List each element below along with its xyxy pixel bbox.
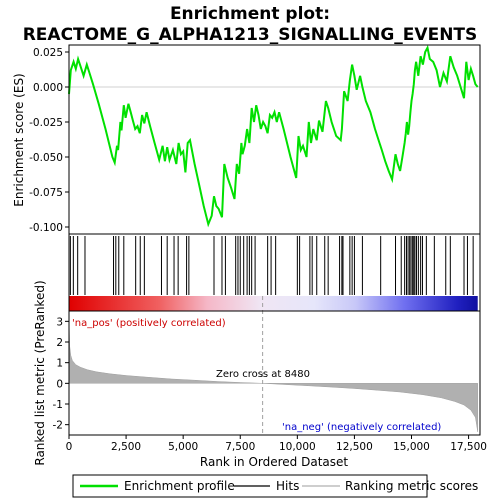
es-y-axis: 0.025 0.000 -0.025 -0.050 -0.075 -0.100 <box>29 47 69 234</box>
metric-y-tick-label: 3 <box>56 316 63 328</box>
es-y-tick-label: -0.100 <box>29 222 63 234</box>
es-y-tick-label: -0.025 <box>29 117 63 129</box>
metric-x-tick-label: 12,500 <box>336 441 373 453</box>
legend-enrichment-label: Enrichment profile <box>124 479 235 493</box>
es-y-axis-label: Enrichment score (ES) <box>12 73 26 206</box>
metric-y-tick-label: 1 <box>56 358 63 370</box>
metric-y-axis-label: Ranked list metric (PreRanked) <box>33 280 47 465</box>
metric-x-tick-label: 15,000 <box>393 441 430 453</box>
metric-x-tick-label: 7,500 <box>225 441 255 453</box>
metric-x-tick-label: 2,500 <box>111 441 141 453</box>
metric-x-tick-label: 17,500 <box>450 441 487 453</box>
es-y-tick-label: -0.075 <box>29 187 63 199</box>
es-panel-background <box>69 45 480 234</box>
metric-y-tick-label: 0 <box>56 378 63 390</box>
ranking-metric-area <box>68 317 478 432</box>
es-y-tick-label: 0.025 <box>33 47 63 59</box>
enrichment-profile-line <box>68 44 479 228</box>
metric-x-tick-label: 5,000 <box>168 441 198 453</box>
zero-cross-label: Zero cross at 8480 <box>216 369 310 380</box>
metric-y-axis: 3 2 1 0 -1 -2 <box>53 316 69 432</box>
legend-metric-label: Ranking metric scores <box>345 479 478 493</box>
metric-x-tick-label: 0 <box>66 441 73 453</box>
metric-x-axis-label: Rank in Ordered Dataset <box>200 455 348 469</box>
ranking-color-bar <box>69 296 478 311</box>
chart-title-line2: REACTOME_G_ALPHA1213_SIGNALLING_EVENTS <box>23 25 478 45</box>
neg-correlation-label: 'na_neg' (negatively correlated) <box>282 422 441 433</box>
legend-hits-label: Hits <box>276 479 299 493</box>
metric-x-tick-label: 10,000 <box>279 441 316 453</box>
metric-y-tick-label: -1 <box>53 399 63 411</box>
pos-correlation-label: 'na_pos' (positively correlated) <box>72 318 226 329</box>
metric-y-tick-label: -2 <box>53 420 63 432</box>
es-y-tick-label: 0.000 <box>33 82 63 94</box>
es-y-tick-label: -0.050 <box>29 152 63 164</box>
metric-panel-background <box>69 311 480 435</box>
hits-markers <box>69 236 474 295</box>
chart-title-line1: Enrichment plot: <box>170 4 330 24</box>
metric-panel-frame <box>68 310 481 436</box>
metric-y-tick-label: 2 <box>56 337 63 349</box>
metric-x-axis: 0 2,500 5,000 7,500 10,000 12,500 15,000 17,500 <box>66 435 487 453</box>
